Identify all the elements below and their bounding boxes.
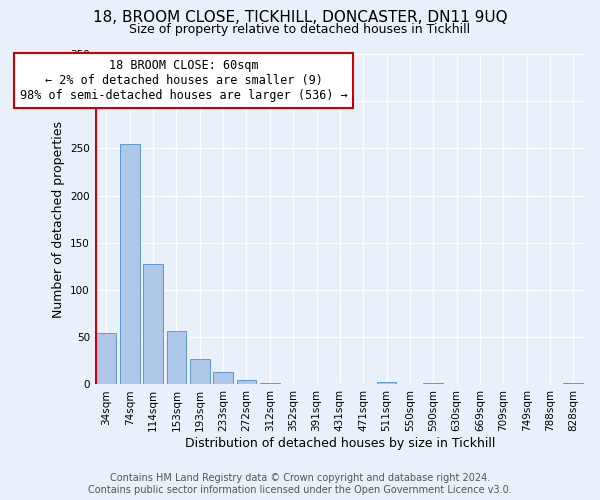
Bar <box>190 359 210 384</box>
Bar <box>167 330 187 384</box>
Bar <box>424 382 443 384</box>
Bar <box>563 382 583 384</box>
Text: 18, BROOM CLOSE, TICKHILL, DONCASTER, DN11 9UQ: 18, BROOM CLOSE, TICKHILL, DONCASTER, DN… <box>92 10 508 25</box>
Text: Contains HM Land Registry data © Crown copyright and database right 2024.
Contai: Contains HM Land Registry data © Crown c… <box>88 474 512 495</box>
Text: Size of property relative to detached houses in Tickhill: Size of property relative to detached ho… <box>130 22 470 36</box>
Bar <box>236 380 256 384</box>
Text: 18 BROOM CLOSE: 60sqm
← 2% of detached houses are smaller (9)
98% of semi-detach: 18 BROOM CLOSE: 60sqm ← 2% of detached h… <box>20 58 347 102</box>
Y-axis label: Number of detached properties: Number of detached properties <box>52 120 65 318</box>
Bar <box>120 144 140 384</box>
Bar <box>143 264 163 384</box>
X-axis label: Distribution of detached houses by size in Tickhill: Distribution of detached houses by size … <box>185 437 495 450</box>
Bar <box>97 332 116 384</box>
Bar <box>260 382 280 384</box>
Bar <box>377 382 397 384</box>
Bar <box>213 372 233 384</box>
